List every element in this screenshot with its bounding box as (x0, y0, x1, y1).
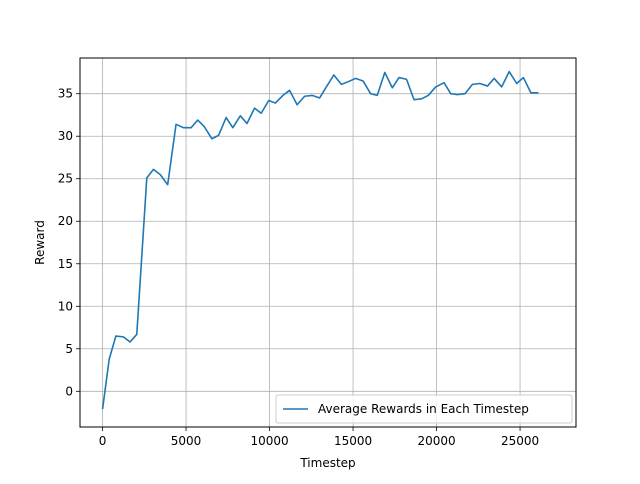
x-tick-label: 0 (99, 434, 107, 448)
x-tick-label: 15000 (334, 434, 372, 448)
series-line (101, 70, 539, 410)
legend-label: Average Rewards in Each Timestep (318, 402, 529, 416)
grid-lines (80, 58, 576, 427)
legend: Average Rewards in Each Timestep (275, 394, 573, 424)
series-layer (101, 70, 539, 410)
y-axis-label: Reward (33, 220, 47, 265)
x-tick-label: 5000 (171, 434, 202, 448)
y-tick-label: 35 (58, 87, 73, 101)
axis-ticks: 0 5000 10000 15000 20000 25000 0 5 10 15 20 25 30 35 (58, 87, 539, 448)
y-tick-label: 25 (58, 172, 73, 186)
y-tick-label: 30 (58, 129, 73, 143)
x-tick-label: 10000 (250, 434, 288, 448)
y-tick-label: 5 (65, 342, 73, 356)
plot-frame (79, 57, 577, 428)
y-tick-label: 20 (58, 214, 73, 228)
x-axis-label: Timestep (299, 456, 355, 470)
x-tick-label: 25000 (501, 434, 539, 448)
y-tick-label: 10 (58, 299, 73, 313)
legend-box (275, 394, 573, 424)
x-tick-label: 20000 (417, 434, 455, 448)
y-tick-label: 0 (65, 384, 73, 398)
y-tick-label: 15 (58, 257, 73, 271)
